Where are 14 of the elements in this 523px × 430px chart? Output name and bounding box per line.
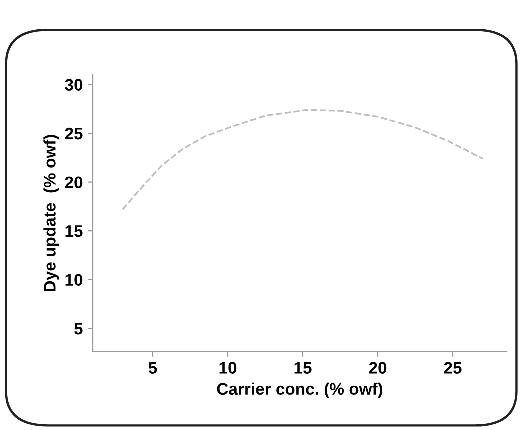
y-tick-label: 20	[65, 176, 83, 188]
x-tick-label: 15	[294, 362, 312, 374]
x-tick-label: 20	[369, 362, 387, 374]
y-tick-label: 30	[65, 79, 83, 91]
y-tick-label: 15	[66, 226, 83, 238]
x-tick-label: 10	[220, 362, 237, 374]
x-axis-title: Carrier conc. (% owf)	[217, 382, 383, 398]
y-axis-title: Dye update (% owf)	[44, 135, 60, 292]
line-series	[122, 109, 484, 210]
x-tick-label: 25	[444, 362, 462, 374]
x-tick-label: 5	[148, 362, 158, 374]
y-tick-label: 5	[74, 323, 83, 335]
y-tick-label: 10	[66, 274, 83, 286]
y-tick-label: 25	[65, 128, 83, 140]
